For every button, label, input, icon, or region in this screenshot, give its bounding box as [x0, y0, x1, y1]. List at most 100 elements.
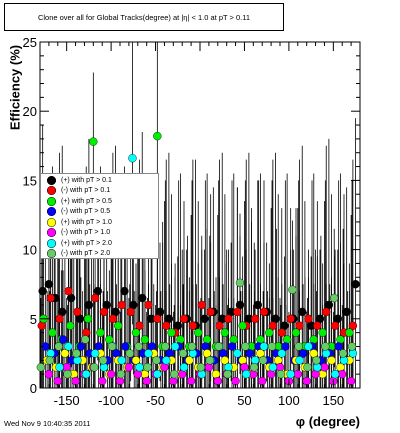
data-points	[36, 131, 360, 386]
data-point	[342, 307, 351, 317]
data-point	[265, 328, 274, 337]
data-point	[99, 307, 109, 317]
data-point	[162, 356, 171, 365]
data-point	[138, 293, 147, 303]
legend-marker	[47, 249, 56, 259]
data-point	[250, 314, 260, 323]
data-point	[322, 307, 331, 317]
x-tick-label: 0	[196, 393, 203, 408]
data-point	[167, 328, 176, 337]
data-point	[223, 369, 232, 379]
data-point	[73, 356, 82, 365]
data-point	[275, 363, 285, 372]
data-point	[115, 376, 125, 386]
data-point	[211, 369, 221, 379]
data-point	[277, 349, 286, 358]
data-point	[131, 328, 141, 337]
data-point	[187, 342, 197, 351]
data-point	[220, 328, 230, 337]
data-point	[268, 321, 278, 330]
data-point	[169, 376, 178, 386]
data-point	[250, 363, 259, 372]
x-tick-label: 150	[322, 393, 344, 408]
axis-ticks: -150 -100 -50 0 50 100 150 0 5 10 15 20 25	[23, 35, 361, 408]
data-point	[197, 369, 206, 379]
legend-label: (-) with pT > 1.0	[61, 229, 111, 237]
x-tick-label: -150	[54, 393, 80, 408]
data-point	[293, 369, 302, 379]
data-point	[53, 376, 62, 386]
data-point	[45, 356, 54, 365]
data-point	[286, 314, 295, 323]
data-point	[196, 363, 206, 372]
x-tick-label: 100	[278, 393, 300, 408]
data-point	[58, 335, 68, 344]
data-point	[62, 363, 71, 372]
legend-label: (+) with pT > 1.0	[61, 218, 112, 226]
data-point	[259, 342, 269, 351]
data-point	[117, 300, 126, 310]
data-point	[294, 342, 303, 351]
legend-label: (+) with pT > 0.5	[61, 197, 112, 205]
data-point	[73, 307, 82, 317]
data-point	[202, 335, 212, 344]
data-point	[107, 342, 117, 351]
data-point	[206, 307, 215, 317]
y-tick-label: 5	[30, 312, 37, 327]
data-point	[64, 342, 73, 351]
legend-marker	[47, 175, 56, 185]
data-point	[90, 293, 100, 303]
data-point	[153, 314, 162, 323]
legend-marker	[47, 196, 56, 206]
data-point	[268, 363, 278, 372]
data-point	[298, 349, 308, 358]
data-point	[330, 321, 340, 330]
data-point	[231, 376, 240, 386]
data-point	[144, 349, 153, 358]
data-point	[345, 328, 354, 337]
data-point	[267, 342, 277, 351]
data-point	[131, 356, 141, 365]
data-point	[170, 342, 180, 351]
legend-entry: (-) with pT > 0.1	[41, 186, 158, 197]
legend-entry: (+) with pT > 0.1	[41, 175, 158, 186]
data-point	[135, 321, 144, 330]
data-point	[162, 321, 171, 330]
legend-label: (+) with pT > 0.1	[61, 176, 112, 184]
chart-title: Clone over all for Global Tracks(degree)…	[4, 3, 284, 31]
data-point	[121, 342, 130, 351]
y-tick-label: 10	[23, 243, 37, 258]
data-point	[258, 356, 268, 365]
legend-label: (-) with pT > 0.5	[61, 208, 111, 216]
data-point	[46, 349, 55, 358]
legend-marker	[47, 238, 56, 248]
legend-entry: (+) with pT > 1.0	[41, 217, 158, 228]
data-point	[114, 321, 123, 330]
data-point	[250, 356, 260, 365]
data-point	[224, 363, 233, 372]
data-point	[120, 286, 129, 296]
data-point	[201, 342, 210, 351]
data-point	[44, 280, 54, 289]
y-tick-label: 25	[23, 35, 37, 50]
data-point	[84, 300, 94, 310]
legend-entry: (-) with pT > 0.5	[41, 207, 158, 218]
data-point	[124, 363, 134, 372]
data-point	[233, 349, 242, 358]
data-point	[89, 137, 98, 146]
data-point	[76, 342, 86, 351]
data-point	[72, 349, 81, 358]
data-point	[60, 349, 70, 358]
data-point	[179, 314, 189, 323]
data-point	[288, 285, 297, 294]
data-point	[90, 363, 99, 372]
data-point	[320, 363, 329, 372]
data-point	[178, 349, 188, 358]
legend-marker	[47, 207, 56, 217]
x-tick-label: -50	[146, 393, 165, 408]
data-point	[128, 154, 137, 163]
data-point	[153, 369, 162, 379]
data-point	[295, 321, 304, 330]
data-point	[152, 356, 161, 365]
data-point	[98, 376, 107, 386]
